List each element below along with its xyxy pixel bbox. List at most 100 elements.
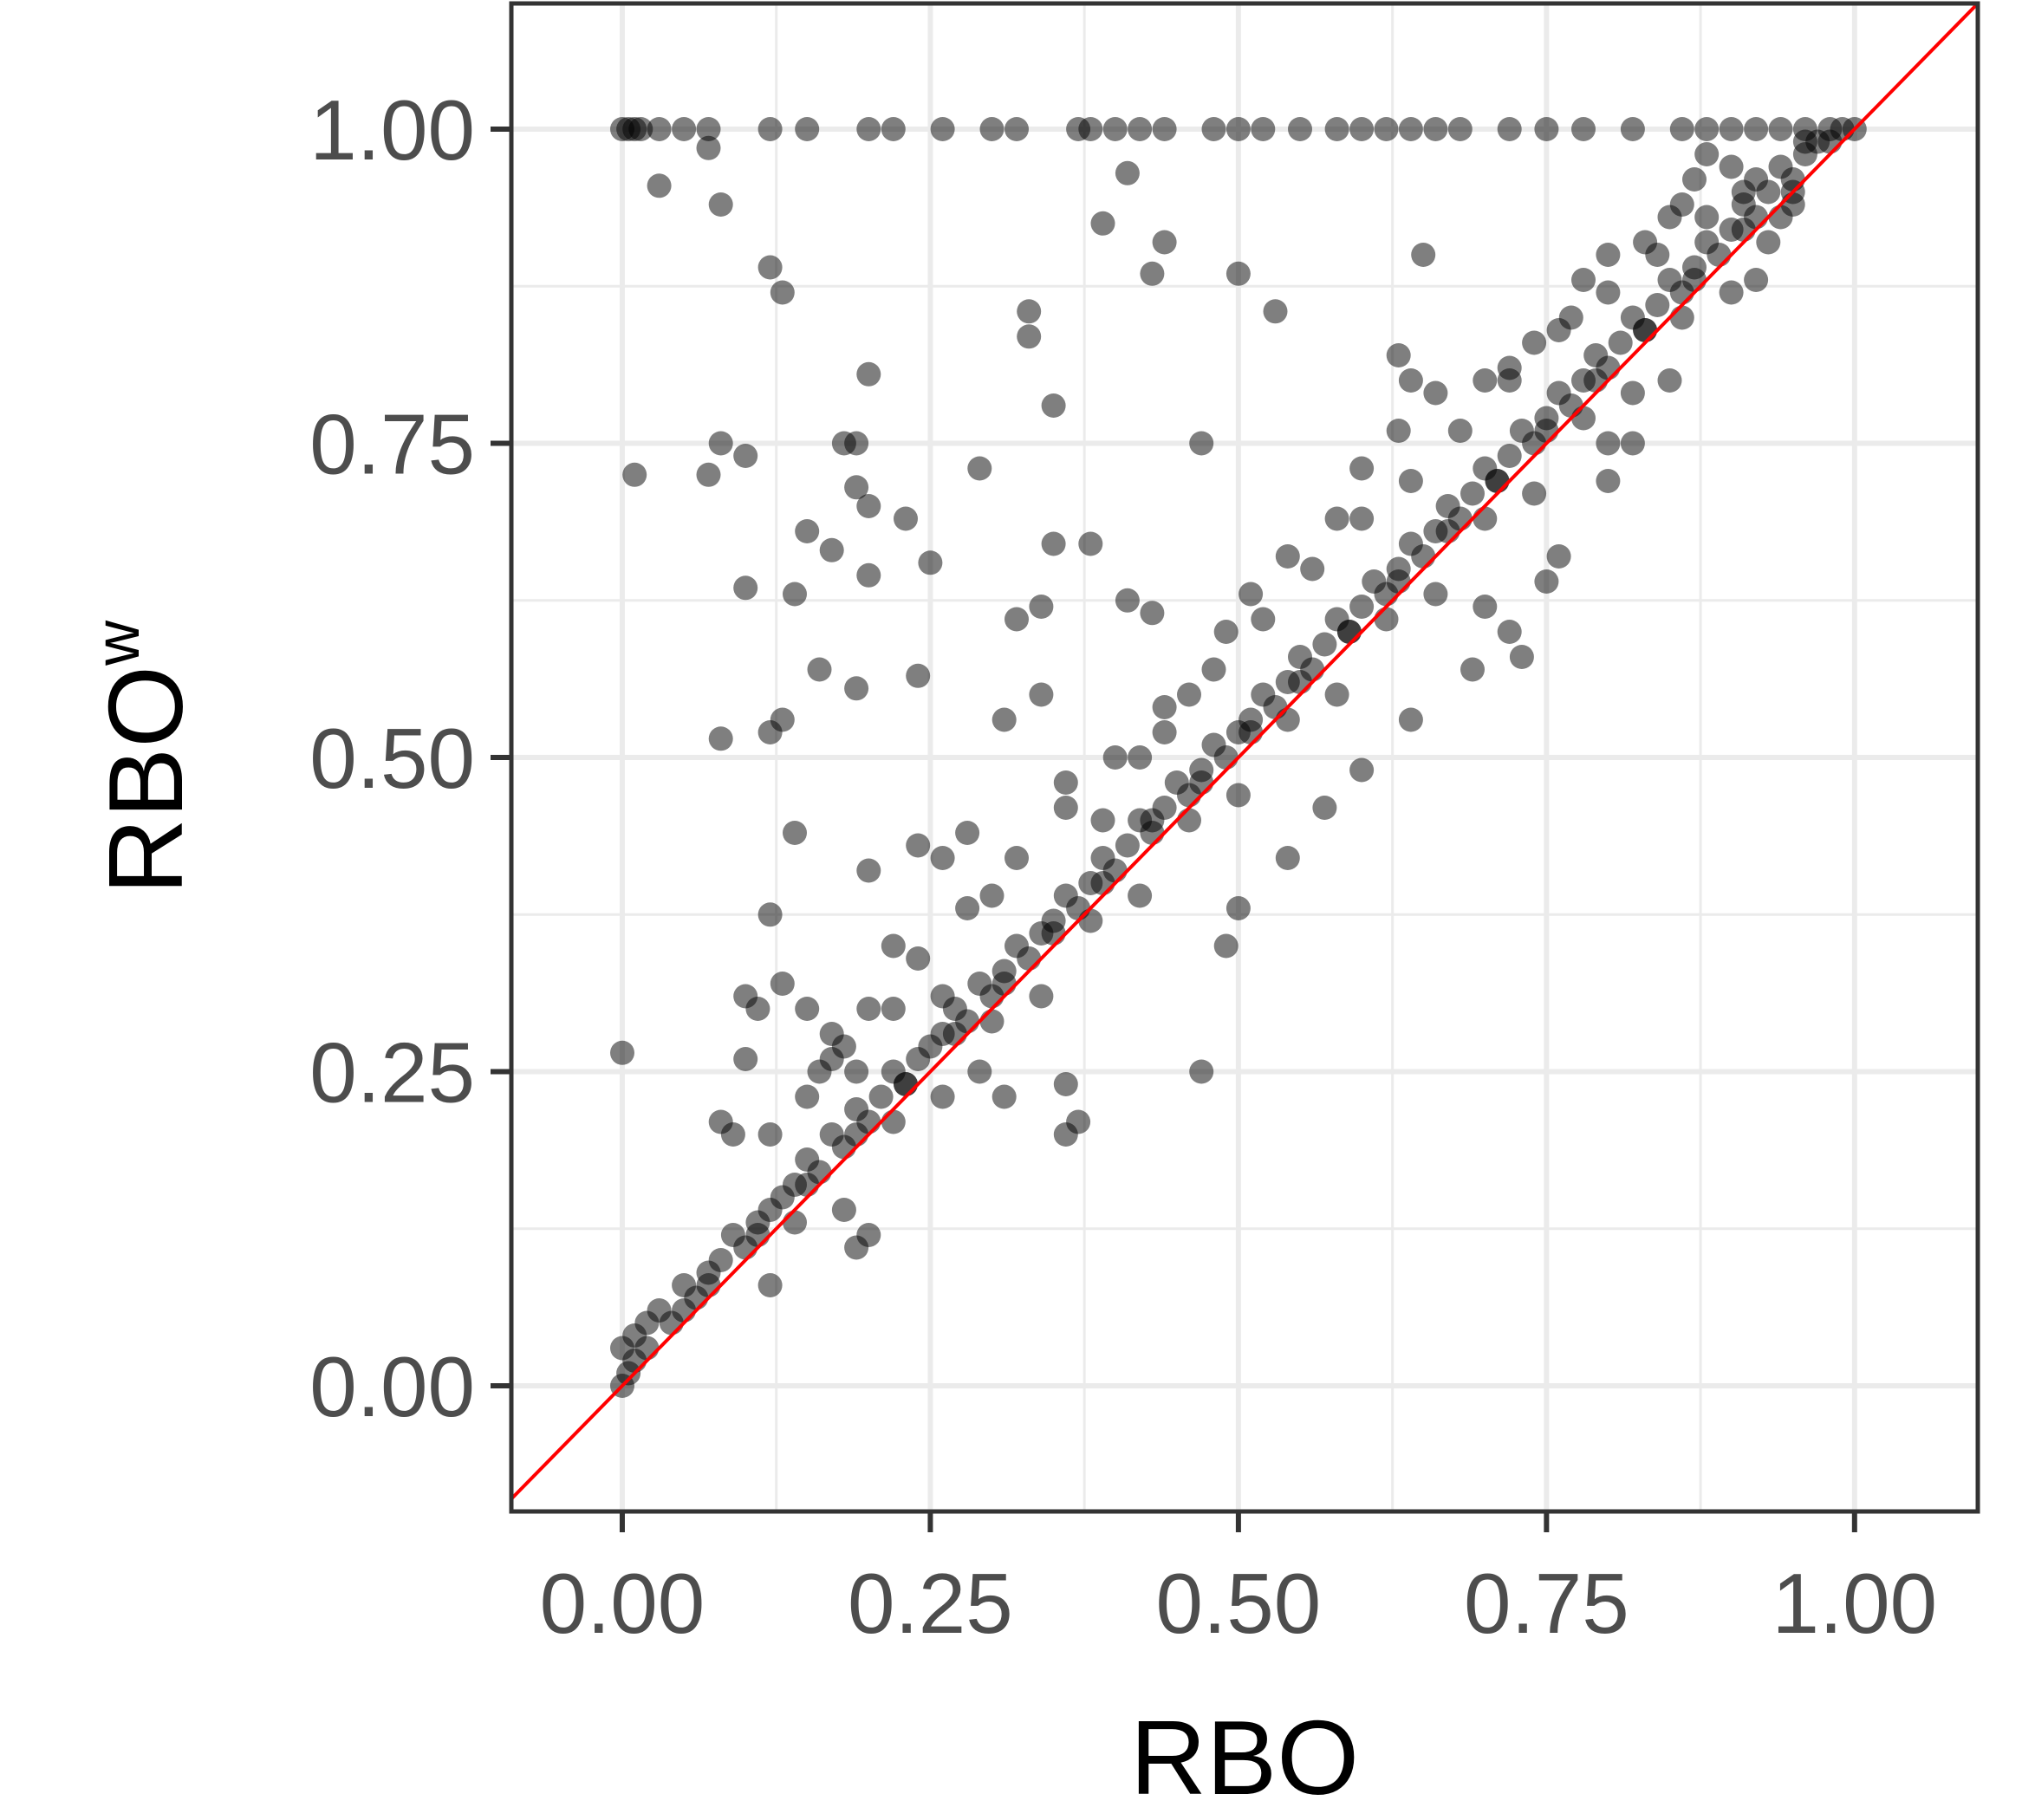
data-point	[1596, 280, 1621, 305]
data-point	[1744, 117, 1769, 141]
data-point	[1078, 908, 1103, 933]
x-axis: 0.00 0.25 0.50 0.75 1.00	[540, 1511, 1937, 1651]
data-point	[1128, 883, 1153, 908]
data-point	[1423, 117, 1448, 141]
data-point	[979, 117, 1004, 141]
data-point	[1177, 808, 1201, 833]
data-point	[1324, 506, 1349, 531]
data-point	[1213, 620, 1239, 644]
y-axis-title: RBOw	[83, 620, 205, 894]
data-point	[894, 506, 918, 531]
data-point	[1411, 544, 1436, 569]
data-point	[1152, 230, 1177, 255]
data-point	[1213, 745, 1239, 770]
data-point	[1349, 456, 1375, 481]
data-point	[1583, 368, 1609, 393]
data-point	[1423, 380, 1448, 406]
data-point	[1546, 544, 1571, 569]
data-point	[967, 1059, 992, 1084]
data-point	[906, 663, 931, 688]
data-point	[1571, 268, 1596, 292]
data-point	[1596, 469, 1621, 493]
data-point	[844, 431, 869, 456]
data-point	[1189, 1059, 1214, 1084]
data-point	[1571, 406, 1596, 431]
data-point	[844, 1235, 869, 1260]
data-point	[1669, 305, 1694, 330]
data-point	[795, 997, 820, 1021]
data-points	[610, 117, 1867, 1398]
data-point	[1152, 117, 1177, 141]
data-point	[708, 726, 733, 751]
data-point	[1497, 620, 1522, 644]
data-point	[844, 676, 869, 701]
y-tick-label: 0.25	[309, 1025, 475, 1121]
data-point	[856, 494, 881, 518]
data-point	[1102, 745, 1128, 770]
data-point	[757, 117, 783, 141]
data-point	[1263, 299, 1288, 324]
data-point	[979, 1009, 1004, 1034]
data-point	[1694, 117, 1720, 141]
data-point	[628, 117, 653, 141]
data-point	[1053, 796, 1078, 820]
data-point	[991, 707, 1017, 732]
data-point	[881, 117, 906, 141]
data-point	[696, 135, 721, 160]
data-point	[770, 280, 795, 305]
data-point	[1324, 117, 1349, 141]
data-point	[1374, 117, 1399, 141]
data-point	[967, 456, 992, 481]
data-point	[1078, 117, 1103, 141]
data-point	[1275, 846, 1300, 870]
data-point	[1719, 154, 1744, 179]
data-point	[757, 255, 783, 280]
data-point	[1226, 783, 1251, 808]
data-point	[881, 997, 906, 1021]
y-tick-label: 0.50	[309, 711, 475, 806]
data-point	[696, 462, 721, 487]
y-axis-title-main: RBO	[87, 666, 205, 894]
data-point	[1398, 469, 1423, 493]
data-point	[1102, 117, 1128, 141]
data-point	[1645, 293, 1670, 317]
data-point	[733, 444, 758, 468]
data-point	[1017, 324, 1042, 349]
data-point	[1115, 833, 1140, 858]
data-point	[831, 1198, 856, 1222]
data-point	[1053, 1122, 1078, 1147]
data-point	[1349, 595, 1375, 619]
data-point	[1398, 707, 1423, 732]
data-point	[881, 1109, 906, 1134]
data-point	[1288, 670, 1312, 694]
data-point	[1029, 984, 1054, 1009]
data-point	[856, 117, 881, 141]
reference-line-group	[511, 3, 1978, 1500]
data-point	[1029, 595, 1054, 619]
data-point	[1004, 117, 1029, 141]
x-tick-label: 0.75	[1464, 1556, 1629, 1651]
data-point	[1041, 393, 1066, 418]
data-point	[844, 475, 869, 500]
data-point	[733, 1047, 758, 1071]
data-point	[1128, 745, 1153, 770]
data-point	[1447, 419, 1473, 443]
data-point	[991, 1084, 1017, 1109]
data-point	[757, 1122, 783, 1147]
data-point	[1682, 268, 1707, 292]
data-point	[1830, 117, 1855, 141]
data-point	[856, 562, 881, 588]
data-point	[1460, 481, 1485, 506]
data-point	[708, 431, 733, 456]
data-point	[942, 1022, 967, 1046]
data-point	[783, 1210, 807, 1235]
data-point	[1251, 117, 1276, 141]
data-point	[1041, 921, 1066, 946]
data-point	[1645, 243, 1670, 267]
data-point	[1694, 205, 1720, 230]
data-point	[720, 1122, 745, 1147]
data-point	[795, 1084, 820, 1109]
data-point	[906, 946, 931, 971]
data-point	[647, 117, 672, 141]
data-point	[1226, 896, 1251, 920]
